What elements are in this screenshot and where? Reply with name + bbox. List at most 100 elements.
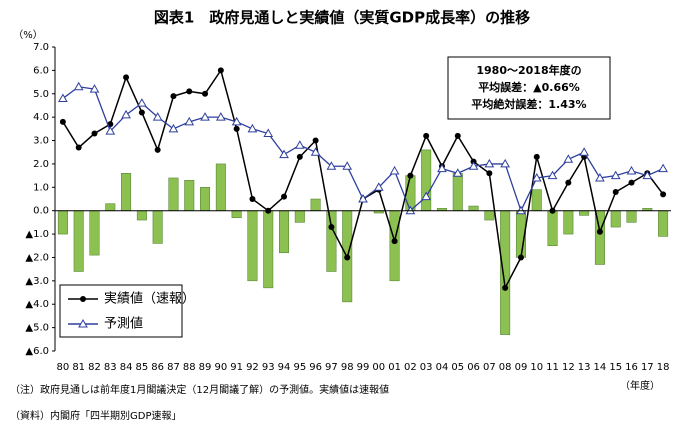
bar xyxy=(200,187,211,211)
point xyxy=(454,132,461,139)
y-tick-label: 0.0 xyxy=(33,206,49,217)
x-tick-label: 80 xyxy=(57,362,70,373)
point xyxy=(423,132,430,139)
x-unit: （年度） xyxy=(620,379,660,392)
point xyxy=(170,93,177,100)
point xyxy=(279,149,289,159)
point xyxy=(596,228,603,235)
point xyxy=(531,172,542,182)
bar xyxy=(531,189,542,211)
point xyxy=(660,191,667,198)
bar xyxy=(57,210,68,235)
x-tick-label: 93 xyxy=(262,362,275,373)
y-tick-label: 7.0 xyxy=(33,42,49,53)
bar xyxy=(421,149,432,211)
x-tick-label: 96 xyxy=(309,362,322,373)
point xyxy=(215,112,226,121)
point xyxy=(658,163,668,173)
point xyxy=(249,196,256,202)
point xyxy=(612,188,619,195)
x-tick-label: 98 xyxy=(341,362,354,373)
point xyxy=(533,153,540,160)
point xyxy=(342,161,353,170)
bar xyxy=(579,210,590,216)
bar xyxy=(484,210,495,221)
point xyxy=(59,118,66,125)
point xyxy=(626,165,637,175)
x-tick-label: 08 xyxy=(499,362,512,373)
point xyxy=(281,193,288,200)
bar xyxy=(247,210,258,282)
bar xyxy=(105,203,116,211)
x-tick-label: 97 xyxy=(325,362,338,373)
point xyxy=(123,74,130,81)
bar xyxy=(152,210,163,244)
point xyxy=(452,168,463,177)
legend-marker xyxy=(78,318,88,328)
point xyxy=(263,128,274,138)
point xyxy=(217,67,224,74)
point xyxy=(58,93,68,102)
x-tick-label: 95 xyxy=(293,362,306,373)
point xyxy=(137,98,147,107)
point xyxy=(407,172,414,179)
point xyxy=(565,179,572,186)
x-tick-label: 90 xyxy=(214,362,227,373)
x-tick-label: 17 xyxy=(641,362,654,373)
bar xyxy=(121,173,132,211)
point xyxy=(310,147,321,156)
bar xyxy=(547,210,558,247)
x-tick-label: 94 xyxy=(278,362,291,373)
y-tick-label: ▲6.0 xyxy=(25,346,49,357)
x-tick-label: 88 xyxy=(183,362,196,373)
point xyxy=(500,158,511,168)
y-tick-label: 1.0 xyxy=(33,182,49,193)
legend-label: 実績値（速報） xyxy=(104,291,195,307)
x-tick-label: 11 xyxy=(546,362,559,373)
point xyxy=(595,172,605,182)
point xyxy=(628,179,635,186)
x-tick-label: 84 xyxy=(120,362,133,373)
note: （注）政府見通しは前年度1月閣議決定（12月閣議了解）の予測値。実績値は速報値 xyxy=(10,383,389,396)
point xyxy=(296,153,303,160)
bar xyxy=(452,173,463,211)
x-tick-label: 04 xyxy=(436,362,449,373)
bar xyxy=(184,180,195,211)
y-tick-label: ▲5.0 xyxy=(25,323,49,334)
bar xyxy=(563,210,574,235)
x-tick-label: 00 xyxy=(372,362,385,373)
point xyxy=(186,88,193,95)
point xyxy=(73,81,84,91)
x-tick-label: 89 xyxy=(199,362,212,373)
x-tick-label: 81 xyxy=(72,362,85,373)
point xyxy=(105,126,116,135)
bar xyxy=(73,210,84,272)
point xyxy=(152,112,163,121)
x-tick-label: 06 xyxy=(467,362,480,373)
bar xyxy=(89,210,100,256)
bar xyxy=(294,210,305,223)
y-tick-label: ▲1.0 xyxy=(25,229,49,240)
bar xyxy=(279,210,290,254)
x-tick-label: 83 xyxy=(104,362,117,373)
bar xyxy=(215,163,226,211)
y-unit: （%） xyxy=(13,29,43,41)
x-tick-label: 87 xyxy=(167,362,180,373)
x-tick-label: 82 xyxy=(88,362,101,373)
x-tick-label: 15 xyxy=(609,362,622,373)
bar xyxy=(626,210,637,223)
bar xyxy=(658,210,669,237)
point xyxy=(563,154,574,163)
point xyxy=(168,123,179,133)
note: （資料）内閣府「四半期別GDP速報」 xyxy=(10,409,181,422)
annotation: 1980～2018年度の xyxy=(476,63,581,77)
y-tick-label: 6.0 xyxy=(33,65,49,76)
x-tick-label: 16 xyxy=(625,362,638,373)
x-tick-label: 99 xyxy=(357,362,370,373)
bar xyxy=(468,205,479,211)
y-tick-label: 4.0 xyxy=(33,112,49,123)
y-tick-label: 5.0 xyxy=(33,89,49,100)
x-tick-label: 18 xyxy=(657,362,670,373)
x-tick-label: 01 xyxy=(388,362,401,373)
